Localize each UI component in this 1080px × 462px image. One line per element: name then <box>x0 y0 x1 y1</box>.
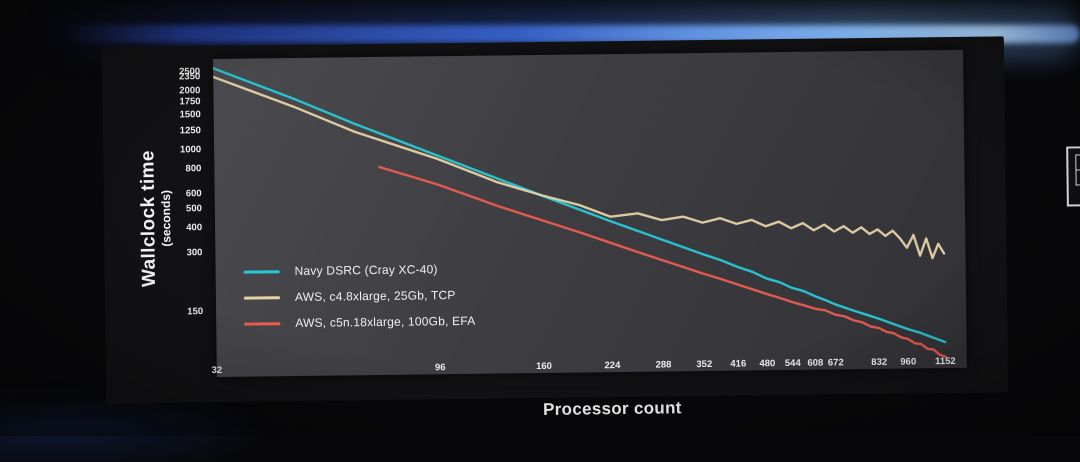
x-tick-label: 160 <box>536 360 552 373</box>
x-tick-label: 32 <box>211 364 223 377</box>
legend-swatch-aws-c4 <box>243 295 280 300</box>
y-tick-label: 2350 <box>179 71 201 83</box>
x-tick-label: 544 <box>784 357 801 370</box>
y-tick-label: 800 <box>185 163 202 175</box>
y-tick-label: 500 <box>185 203 202 215</box>
legend-label-navy-dsrc: Navy DSRC (Cray XC-40) <box>294 262 438 279</box>
legend-item-navy-dsrc: Navy DSRC (Cray XC-40) <box>243 262 475 279</box>
y-tick-label: 1000 <box>179 144 202 156</box>
y-axis-ticks: 2500 2350 2000 1750 1500 1250 1000 800 600 500 400… <box>148 59 212 378</box>
x-tick-label: 352 <box>696 358 713 371</box>
legend-swatch-aws-c5n <box>244 321 281 326</box>
x-tick-label: 608 <box>807 357 824 369</box>
y-tick-label: 1750 <box>179 96 201 108</box>
y-tick-label: 600 <box>185 187 202 199</box>
x-tick-label: 1152 <box>934 355 956 368</box>
legend-swatch-navy-dsrc <box>243 269 280 274</box>
logo-line-2: RESEARCH <box>1075 169 1080 186</box>
legend-label-aws-c5n: AWS, c5n.18xlarge, 100Gb, EFA <box>295 313 476 330</box>
series-line-2 <box>378 165 947 358</box>
logo-line-1: U.S. NAVAL <box>1075 153 1080 171</box>
y-tick-label: 150 <box>187 306 204 318</box>
y-tick-label: 300 <box>186 246 203 259</box>
x-tick-label: 288 <box>655 359 672 371</box>
x-tick-label: 832 <box>871 356 888 368</box>
y-tick-label: 2000 <box>179 84 201 97</box>
chart-plot-area: U.S. NAVAL RESEARCH LABORATORY <box>213 49 1080 377</box>
legend-label-aws-c4: AWS, c4.8xlarge, 25Gb, TCP <box>294 288 456 304</box>
legend-item-aws-c4: AWS, c4.8xlarge, 25Gb, TCP <box>243 288 475 305</box>
y-tick-label: 400 <box>186 222 203 234</box>
chart-canvas <box>213 67 947 358</box>
x-tick-label: 416 <box>730 358 747 370</box>
x-tick-label: 96 <box>434 362 446 374</box>
x-tick-label: 480 <box>759 358 776 370</box>
series-line-1 <box>213 75 946 260</box>
y-tick-label: 1250 <box>179 125 201 137</box>
legend-item-aws-c5n: AWS, c5n.18xlarge, 100Gb, EFA <box>244 314 475 331</box>
logo-line-3: LABORATORY <box>1074 187 1080 198</box>
x-tick-label: 672 <box>827 357 844 369</box>
presentation-slide: Wallclock time (seconds) U.S. NAVAL RESE… <box>137 49 1080 419</box>
us-naval-research-laboratory-logo: U.S. NAVAL RESEARCH LABORATORY <box>1066 145 1080 207</box>
chart-legend: Navy DSRC (Cray XC-40) AWS, c4.8xlarge, … <box>243 262 476 343</box>
x-tick-label: 960 <box>900 356 917 368</box>
y-tick-label: 1500 <box>179 109 201 121</box>
x-tick-label: 224 <box>604 360 621 372</box>
